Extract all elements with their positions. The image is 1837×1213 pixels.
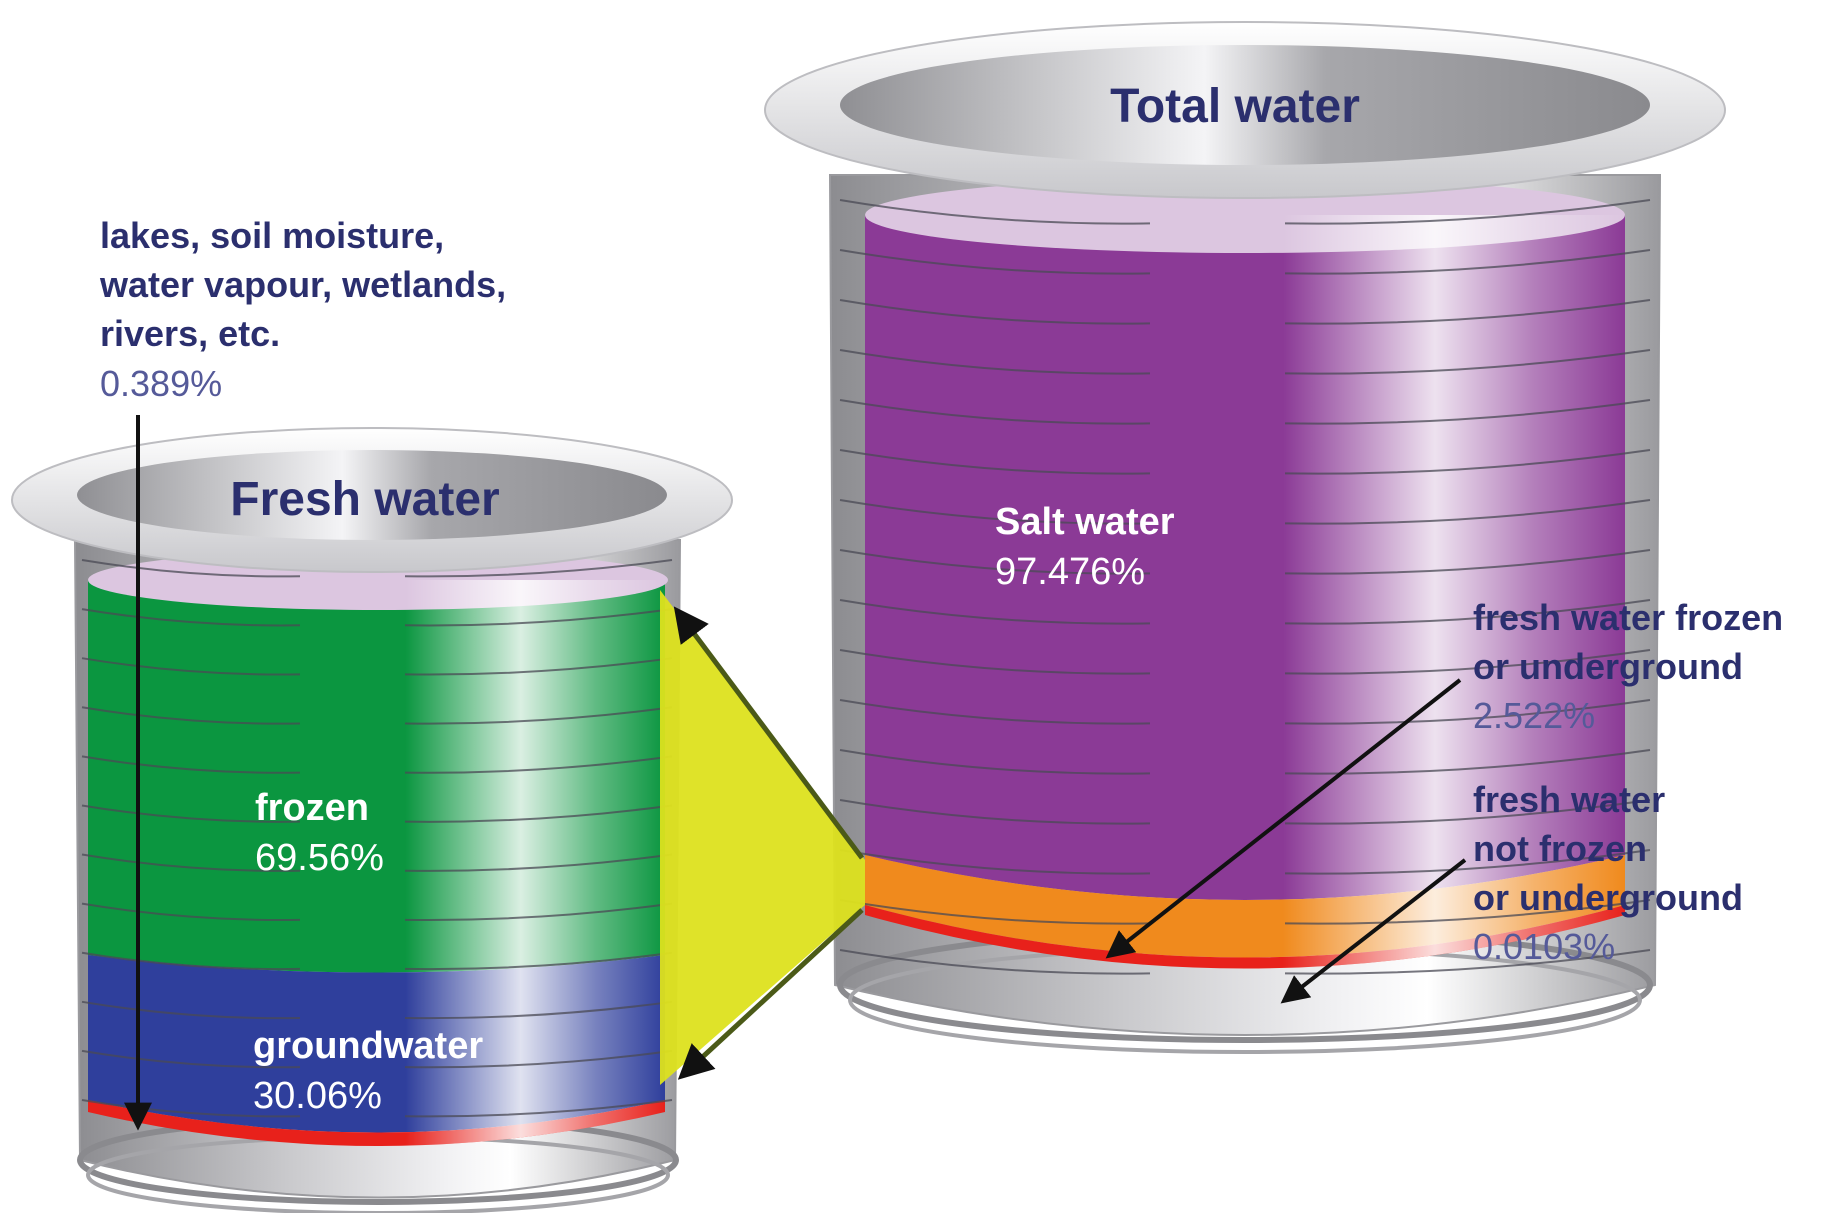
can-groove: [839, 649, 1151, 675]
zoom-connector: [660, 590, 865, 1085]
fresh-water-title: Fresh water: [230, 473, 499, 526]
connector-arrow-top: [673, 606, 865, 860]
can-groove: [1284, 899, 1651, 925]
can-groove: [404, 608, 673, 627]
can-groove: [81, 902, 301, 921]
can-groove: [81, 951, 301, 971]
can-groove: [839, 799, 1151, 825]
frozen-underground-arrow: [1105, 678, 1462, 959]
can-groove: [81, 804, 301, 823]
can-groove: [1284, 499, 1651, 525]
can-groove: [839, 499, 1151, 525]
lakes-label-line3: rivers, etc.: [100, 313, 280, 354]
can-groove: [404, 657, 673, 676]
can-groove: [839, 349, 1151, 375]
can-groove: [81, 657, 301, 676]
can-groove: [404, 1000, 673, 1020]
can-groove: [1284, 799, 1651, 825]
not-frozen-label-line1: fresh water: [1473, 779, 1665, 820]
not-frozen-arrow: [1280, 858, 1467, 1004]
can-groove: [1284, 699, 1651, 725]
salt-water-label: Salt water: [995, 501, 1175, 543]
can-groove: [81, 1099, 301, 1118]
can-groove: [81, 1049, 301, 1069]
can-groove: [839, 549, 1151, 575]
can-groove: [1284, 849, 1651, 875]
can-groove: [1284, 649, 1651, 675]
groundwater-value: 30.06%: [253, 1075, 382, 1117]
total-water-can: Total water: [764, 21, 1726, 1054]
can-groove: [404, 804, 673, 823]
frozen-label: frozen: [255, 787, 369, 829]
can-groove: [839, 749, 1151, 775]
can-groove: [81, 559, 301, 578]
groundwater-label: groundwater: [253, 1025, 483, 1067]
can-groove: [404, 559, 673, 578]
fresh-water-can: Fresh water: [11, 427, 733, 1213]
can-groove: [81, 706, 301, 725]
not-frozen-value: 0.0103%: [1473, 926, 1615, 967]
frozen-underground-label-line1: fresh water frozen: [1473, 597, 1783, 638]
can-groove: [1284, 199, 1651, 225]
salt-water-value: 97.476%: [995, 551, 1145, 593]
can-groove: [1284, 749, 1651, 775]
can-groove: [404, 902, 673, 921]
can-groove: [404, 706, 673, 725]
can-groove: [404, 1049, 673, 1069]
can-groove: [1284, 249, 1651, 275]
lakes-label-line1: lakes, soil moisture,: [100, 215, 444, 256]
can-groove: [81, 608, 301, 627]
total-water-title: Total water: [1110, 80, 1360, 133]
frozen-underground-value: 2.522%: [1473, 695, 1595, 736]
can-groove: [1284, 399, 1651, 425]
can-groove: [839, 249, 1151, 275]
can-groove: [404, 1099, 673, 1118]
can-groove: [1284, 449, 1651, 475]
can-groove: [81, 755, 301, 774]
frozen-underground-label-line2: or underground: [1473, 646, 1743, 687]
can-groove: [839, 699, 1151, 725]
lakes-value: 0.389%: [100, 363, 222, 404]
can-groove: [1284, 299, 1651, 325]
not-frozen-label-line3: or underground: [1473, 877, 1743, 918]
can-groove: [1284, 949, 1651, 975]
can-groove: [404, 755, 673, 774]
not-frozen-label-line2: not frozen: [1473, 828, 1647, 869]
can-groove: [404, 853, 673, 872]
can-groove: [839, 599, 1151, 625]
can-groove: [81, 1000, 301, 1020]
can-groove: [839, 299, 1151, 325]
frozen-value: 69.56%: [255, 837, 384, 879]
can-groove: [839, 449, 1151, 475]
can-groove: [404, 951, 673, 971]
can-groove: [839, 849, 1151, 875]
can-groove: [839, 199, 1151, 225]
can-groove: [1284, 349, 1651, 375]
lakes-label-line2: water vapour, wetlands,: [99, 264, 506, 305]
can-groove: [1284, 549, 1651, 575]
connector-arrow-bottom: [677, 908, 864, 1080]
can-groove: [81, 853, 301, 872]
can-groove: [839, 949, 1151, 975]
can-groove: [839, 899, 1151, 925]
can-groove: [839, 399, 1151, 425]
can-groove: [1284, 599, 1651, 625]
